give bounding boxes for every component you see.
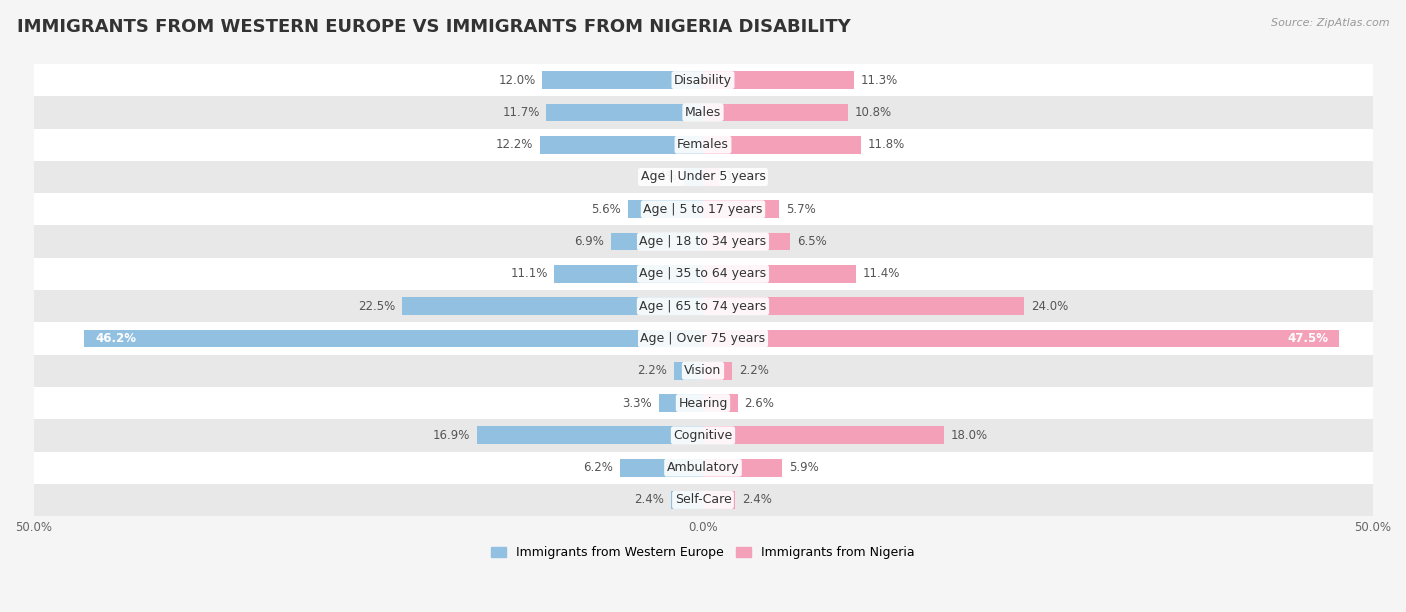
Bar bbox=[34, 64, 1372, 96]
Text: 1.4%: 1.4% bbox=[648, 171, 678, 184]
Bar bbox=[34, 484, 1372, 516]
Bar bbox=[34, 193, 1372, 225]
Bar bbox=[671, 491, 703, 509]
Text: 11.3%: 11.3% bbox=[860, 73, 898, 87]
Text: Age | 5 to 17 years: Age | 5 to 17 years bbox=[644, 203, 762, 216]
Text: Disability: Disability bbox=[673, 73, 733, 87]
Text: 5.7%: 5.7% bbox=[786, 203, 815, 216]
Bar bbox=[34, 96, 1372, 129]
Bar bbox=[477, 427, 703, 444]
Text: Self-Care: Self-Care bbox=[675, 493, 731, 507]
Text: 1.2%: 1.2% bbox=[725, 171, 755, 184]
Text: 47.5%: 47.5% bbox=[1288, 332, 1329, 345]
Bar bbox=[34, 258, 1372, 290]
Text: 12.0%: 12.0% bbox=[498, 73, 536, 87]
Text: 6.2%: 6.2% bbox=[583, 461, 613, 474]
Text: 2.4%: 2.4% bbox=[742, 493, 772, 507]
Text: 2.6%: 2.6% bbox=[745, 397, 775, 409]
Text: 6.9%: 6.9% bbox=[574, 235, 605, 248]
Bar bbox=[703, 362, 733, 379]
Text: 16.9%: 16.9% bbox=[433, 429, 470, 442]
Bar bbox=[610, 233, 703, 250]
Bar bbox=[703, 459, 782, 477]
Text: Age | 35 to 64 years: Age | 35 to 64 years bbox=[640, 267, 766, 280]
Bar bbox=[540, 136, 703, 154]
Text: 3.3%: 3.3% bbox=[623, 397, 652, 409]
Text: 11.1%: 11.1% bbox=[510, 267, 548, 280]
Bar bbox=[703, 330, 1339, 348]
Bar bbox=[703, 136, 860, 154]
Bar bbox=[703, 200, 779, 218]
Bar bbox=[34, 323, 1372, 354]
Text: Ambulatory: Ambulatory bbox=[666, 461, 740, 474]
Text: Age | 65 to 74 years: Age | 65 to 74 years bbox=[640, 300, 766, 313]
Text: Hearing: Hearing bbox=[678, 397, 728, 409]
Text: 11.7%: 11.7% bbox=[502, 106, 540, 119]
Text: Cognitive: Cognitive bbox=[673, 429, 733, 442]
Bar bbox=[659, 394, 703, 412]
Bar bbox=[34, 161, 1372, 193]
Bar bbox=[703, 233, 790, 250]
Bar bbox=[34, 290, 1372, 323]
Text: 5.6%: 5.6% bbox=[592, 203, 621, 216]
Text: Age | Over 75 years: Age | Over 75 years bbox=[641, 332, 765, 345]
Text: Vision: Vision bbox=[685, 364, 721, 377]
Bar bbox=[543, 71, 703, 89]
Bar bbox=[703, 265, 856, 283]
Text: 24.0%: 24.0% bbox=[1031, 300, 1069, 313]
Text: Age | Under 5 years: Age | Under 5 years bbox=[641, 171, 765, 184]
Text: 2.4%: 2.4% bbox=[634, 493, 664, 507]
Text: 6.5%: 6.5% bbox=[797, 235, 827, 248]
Text: 11.4%: 11.4% bbox=[862, 267, 900, 280]
Text: Females: Females bbox=[678, 138, 728, 151]
Bar bbox=[34, 452, 1372, 484]
Text: 2.2%: 2.2% bbox=[740, 364, 769, 377]
Bar bbox=[402, 297, 703, 315]
Bar bbox=[34, 225, 1372, 258]
Bar bbox=[547, 103, 703, 121]
Bar bbox=[620, 459, 703, 477]
Bar bbox=[703, 394, 738, 412]
Text: 5.9%: 5.9% bbox=[789, 461, 818, 474]
Text: Age | 18 to 34 years: Age | 18 to 34 years bbox=[640, 235, 766, 248]
Bar bbox=[703, 427, 943, 444]
Text: IMMIGRANTS FROM WESTERN EUROPE VS IMMIGRANTS FROM NIGERIA DISABILITY: IMMIGRANTS FROM WESTERN EUROPE VS IMMIGR… bbox=[17, 18, 851, 36]
Bar bbox=[554, 265, 703, 283]
Text: 2.2%: 2.2% bbox=[637, 364, 666, 377]
Text: 11.8%: 11.8% bbox=[868, 138, 905, 151]
Bar bbox=[34, 387, 1372, 419]
Text: 46.2%: 46.2% bbox=[96, 332, 136, 345]
Text: 12.2%: 12.2% bbox=[495, 138, 533, 151]
Bar bbox=[685, 168, 703, 186]
Bar bbox=[703, 168, 718, 186]
Text: Source: ZipAtlas.com: Source: ZipAtlas.com bbox=[1271, 18, 1389, 28]
Bar bbox=[703, 71, 855, 89]
Bar bbox=[34, 354, 1372, 387]
Bar bbox=[703, 103, 848, 121]
Bar bbox=[34, 419, 1372, 452]
Text: Males: Males bbox=[685, 106, 721, 119]
Bar bbox=[34, 129, 1372, 161]
Text: 18.0%: 18.0% bbox=[950, 429, 988, 442]
Bar bbox=[703, 297, 1025, 315]
Bar bbox=[84, 330, 703, 348]
Text: 10.8%: 10.8% bbox=[855, 106, 891, 119]
Bar bbox=[628, 200, 703, 218]
Legend: Immigrants from Western Europe, Immigrants from Nigeria: Immigrants from Western Europe, Immigran… bbox=[486, 541, 920, 564]
Bar bbox=[673, 362, 703, 379]
Text: 22.5%: 22.5% bbox=[357, 300, 395, 313]
Bar bbox=[703, 491, 735, 509]
